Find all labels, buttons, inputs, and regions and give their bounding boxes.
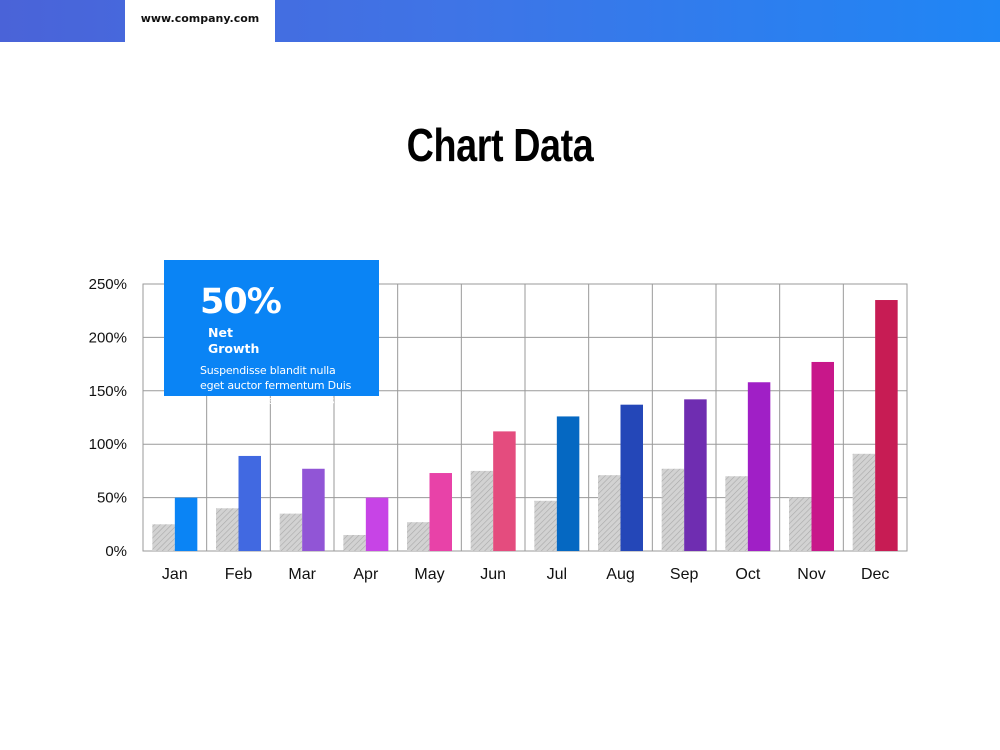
net-growth-callout: 50% Net Growth Suspendisse blandit nulla… bbox=[164, 260, 379, 407]
y-tick-label: 100% bbox=[89, 436, 127, 453]
x-tick-label: Nov bbox=[797, 566, 825, 583]
bar-baseline-feb bbox=[216, 508, 239, 551]
x-tick-label: Jan bbox=[162, 566, 188, 583]
bar-feb bbox=[238, 455, 261, 551]
x-tick-label: Aug bbox=[606, 566, 634, 583]
bar-sep bbox=[684, 399, 707, 551]
bar-baseline-mar bbox=[279, 513, 303, 551]
bar-jan bbox=[174, 497, 198, 551]
bar-dec bbox=[875, 300, 898, 551]
bar-apr bbox=[365, 497, 389, 551]
y-tick-label: 0% bbox=[105, 543, 127, 560]
bar-baseline-jun bbox=[470, 470, 494, 551]
bar-nov bbox=[811, 361, 834, 551]
bar-baseline-oct bbox=[725, 476, 748, 551]
bar-baseline-jul bbox=[534, 500, 557, 551]
x-tick-label: Feb bbox=[225, 566, 253, 583]
bar-oct bbox=[747, 382, 771, 551]
bar-baseline-dec bbox=[852, 453, 876, 551]
bar-baseline-may bbox=[407, 522, 430, 551]
x-tick-label: Jul bbox=[547, 566, 567, 583]
callout-description: Suspendisse blandit nulla eget auctor fe… bbox=[200, 364, 352, 407]
bar-baseline-jan bbox=[152, 524, 175, 551]
y-tick-label: 200% bbox=[89, 329, 127, 346]
x-tick-label: Sep bbox=[670, 566, 699, 583]
bar-may bbox=[429, 473, 452, 551]
bar-baseline-aug bbox=[598, 475, 621, 551]
callout-label: Net Growth bbox=[208, 325, 260, 356]
bar-jun bbox=[493, 431, 516, 551]
chart-bars bbox=[152, 300, 898, 551]
x-tick-label: Jun bbox=[480, 566, 506, 583]
bar-baseline-apr bbox=[343, 534, 366, 551]
bar-mar bbox=[302, 468, 325, 551]
y-tick-label: 250% bbox=[89, 276, 127, 293]
x-tick-label: Oct bbox=[735, 566, 760, 583]
chart-labels: 0% 50% 100% 150% 200% 250% Jan Feb Mar Apr May Jun J… bbox=[89, 276, 890, 583]
callout-value: 50% bbox=[200, 282, 282, 322]
y-tick-label: 50% bbox=[97, 490, 127, 507]
website-url[interactable]: www.company.com bbox=[125, 0, 275, 42]
x-tick-label: May bbox=[414, 566, 444, 583]
x-tick-label: Dec bbox=[861, 566, 889, 583]
page-title: Chart Data bbox=[406, 119, 594, 171]
bar-jul bbox=[556, 416, 580, 551]
chart-grid bbox=[142, 283, 908, 552]
x-tick-label: Apr bbox=[353, 566, 379, 583]
x-tick-label: Mar bbox=[288, 566, 316, 583]
bar-aug bbox=[620, 404, 643, 551]
bar-baseline-sep bbox=[661, 468, 685, 551]
y-tick-label: 150% bbox=[89, 383, 127, 400]
bar-baseline-nov bbox=[789, 497, 812, 551]
